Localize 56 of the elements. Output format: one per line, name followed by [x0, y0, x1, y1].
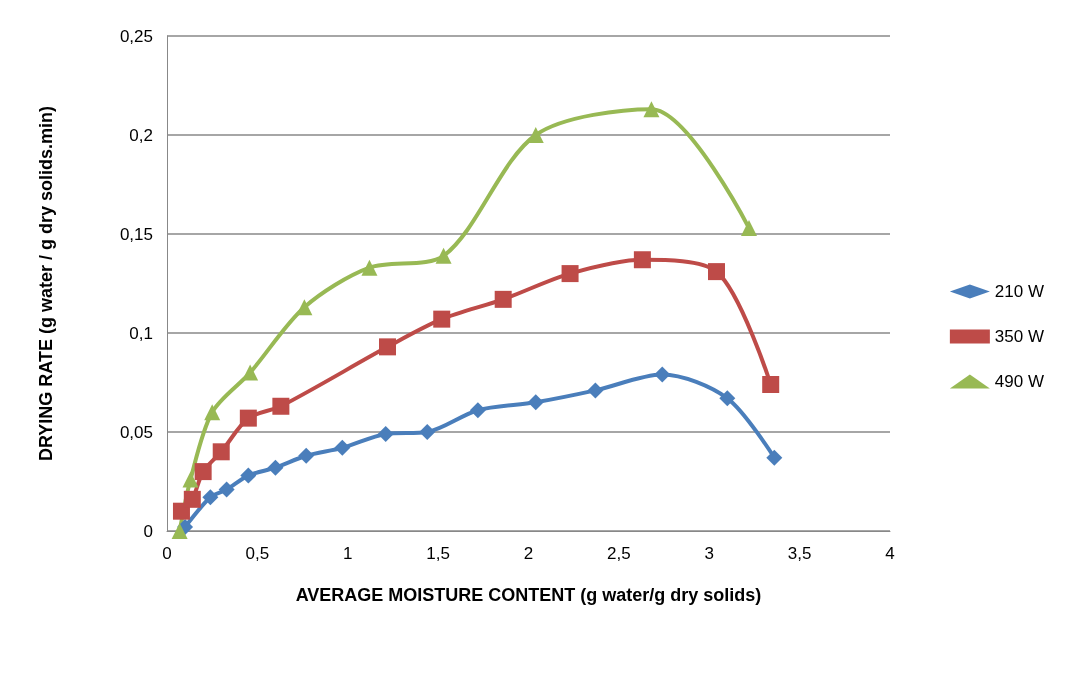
point: [741, 220, 758, 237]
point: [267, 459, 284, 476]
legend-label: 350 W: [994, 327, 1045, 346]
point: [298, 447, 315, 464]
point: [433, 310, 451, 328]
point: [202, 489, 219, 506]
point: [182, 471, 199, 488]
legend-label: 490 W: [994, 372, 1045, 391]
point: [469, 402, 486, 419]
point: [239, 409, 257, 427]
point: [296, 299, 313, 316]
point: [272, 397, 290, 415]
legend-label: 210 W: [994, 282, 1045, 301]
point: [218, 481, 235, 498]
x-tick-label: 4: [885, 544, 895, 563]
x-tick-label: 1,5: [426, 544, 450, 563]
x-tick-label: 1: [343, 544, 353, 563]
point: [494, 290, 512, 308]
point: [379, 338, 397, 356]
point: [707, 263, 725, 281]
point: [240, 467, 257, 484]
point: [435, 247, 452, 264]
point: [242, 364, 259, 381]
point: [527, 127, 544, 143]
y-tick-label: 0,15: [119, 224, 153, 244]
point: [377, 425, 394, 442]
point: [171, 523, 188, 539]
point: [561, 265, 579, 283]
y-tick-label: 0,1: [129, 323, 153, 343]
point: [212, 443, 230, 461]
y-axis-title: DRYING RATE (g water / g dry solids.min): [36, 105, 56, 462]
x-axis-title: AVERAGE MOISTURE CONTENT (g water/g dry solids): [295, 585, 762, 605]
point: [587, 382, 604, 399]
point: [762, 375, 780, 393]
point: [204, 404, 221, 421]
x-tick-label: 2,5: [607, 544, 631, 563]
point: [419, 424, 436, 440]
y-tick-label: 0,2: [129, 125, 153, 145]
y-tick-label: 0: [143, 521, 153, 541]
y-tick-label: 0,25: [119, 26, 153, 46]
point: [643, 101, 660, 118]
x-tick-label: 0: [162, 544, 172, 563]
point: [633, 251, 651, 269]
point: [194, 463, 212, 481]
x-tick-label: 0,5: [245, 544, 270, 563]
point: [766, 449, 783, 466]
y-tick-label: 0,05: [119, 422, 153, 442]
point: [334, 439, 351, 456]
point: [183, 490, 201, 508]
point: [361, 259, 378, 276]
x-tick-label: 3,5: [787, 544, 812, 563]
point: [654, 366, 671, 383]
x-tick-label: 2: [523, 544, 534, 563]
point: [719, 390, 736, 407]
point: [527, 394, 544, 411]
x-tick-label: 3: [704, 544, 714, 563]
